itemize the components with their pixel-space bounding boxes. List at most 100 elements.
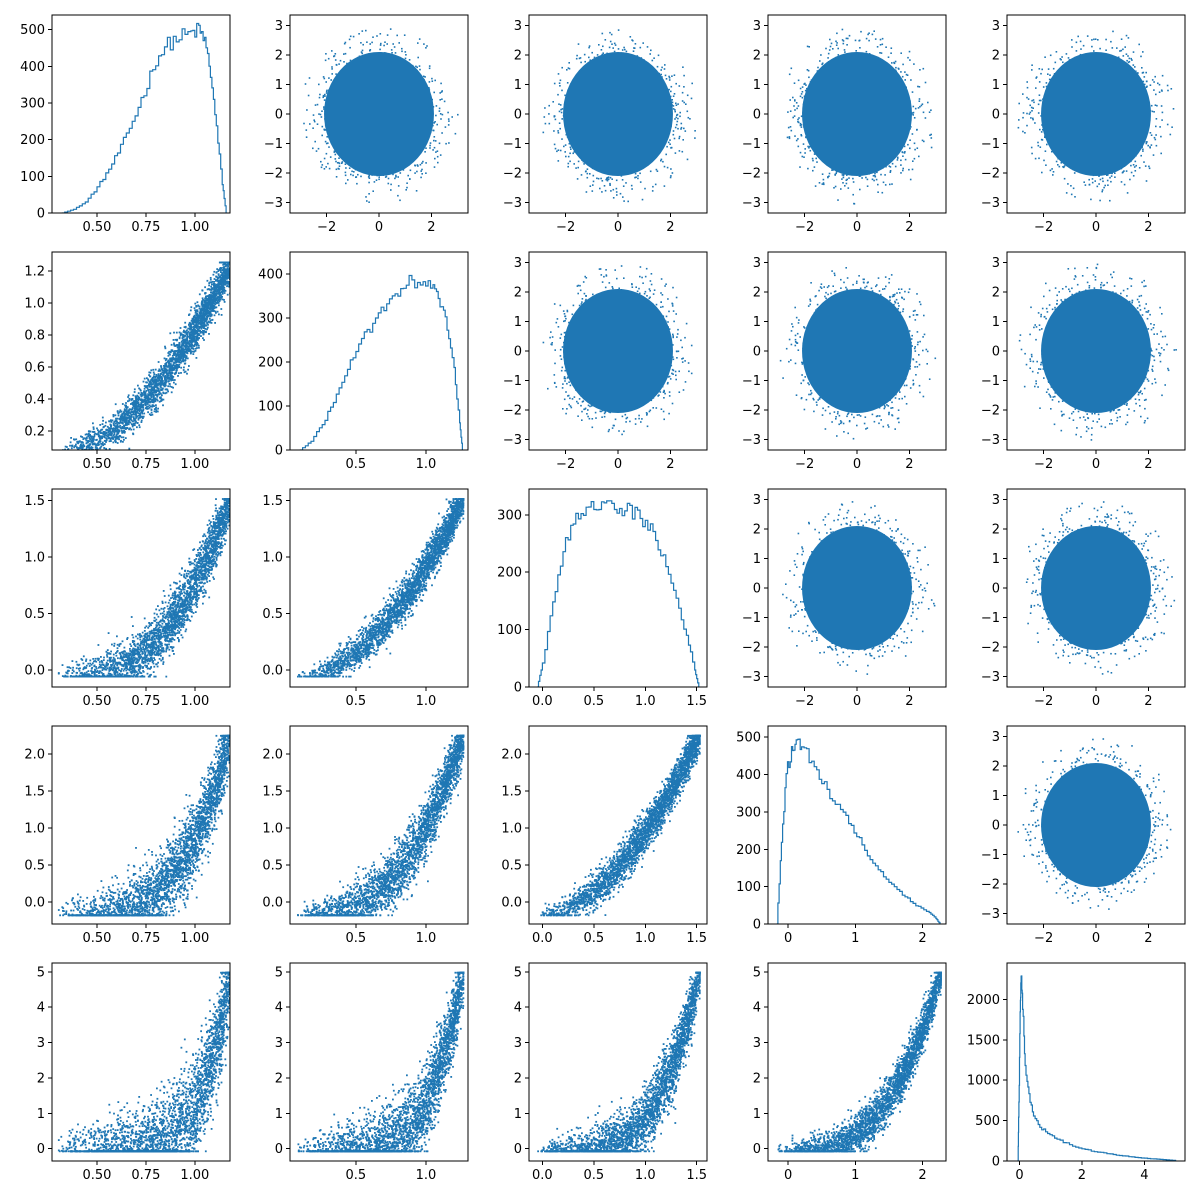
y-tick-label: −3: [742, 670, 761, 685]
axes-frame-1-0: [51, 251, 231, 451]
x-tick-label: 1.5: [686, 694, 707, 709]
y-tick-label: 400: [20, 60, 45, 75]
x-tick-label: 2: [666, 220, 674, 235]
y-tick-label: 1.5: [262, 494, 283, 509]
x-tick-label: 1.0: [416, 931, 437, 946]
y-tick-label: 3: [37, 1036, 45, 1051]
x-tick-label: 0: [853, 220, 861, 235]
histogram-line-2: [537, 500, 700, 687]
y-tick-label: 400: [736, 768, 761, 783]
y-tick-label: −2: [742, 167, 761, 182]
y-tick-label: 1500: [967, 1033, 1000, 1048]
panel-1-1: 0.5 1.0 0 100 200 300 400: [258, 251, 469, 472]
x-tick-label: −2: [556, 457, 575, 472]
y-tick-label: 0: [753, 918, 761, 933]
y-tick-label: −1: [264, 137, 283, 152]
x-tick-label: 0: [614, 220, 622, 235]
y-tick-label: 1: [514, 315, 522, 330]
x-tick-label: 2: [918, 931, 926, 946]
y-tick-label: 5: [514, 965, 522, 980]
x-tick-label: 1.0: [635, 1168, 656, 1183]
x-tick-label: 0.5: [346, 457, 367, 472]
y-tick-label: −1: [981, 611, 1000, 626]
y-tick-label: 0: [37, 207, 45, 222]
histogram-line-0: [61, 22, 227, 213]
y-tick-label: 0.5: [24, 607, 45, 622]
y-tick-label: 2: [753, 1071, 761, 1086]
y-tick-label: 3: [514, 256, 522, 271]
y-tick-label: 1: [514, 1107, 522, 1122]
axes-frame-0-0: [51, 14, 231, 214]
y-tick-label: 0.5: [262, 858, 283, 873]
y-tick-label: −1: [503, 374, 522, 389]
y-tick-label: 4: [275, 1001, 283, 1016]
y-tick-label: 2: [514, 285, 522, 300]
y-tick-label: −3: [981, 907, 1000, 922]
y-tick-label: 500: [20, 23, 45, 38]
x-tick-label: 1.00: [180, 220, 209, 235]
x-tick-label: 1: [851, 1168, 859, 1183]
y-tick-label: 1.5: [501, 785, 522, 800]
y-tick-label: −3: [503, 433, 522, 448]
y-tick-label: 1.0: [24, 550, 45, 565]
x-tick-label: 2: [918, 1168, 926, 1183]
y-tick-label: −2: [503, 167, 522, 182]
y-tick-label: 0.0: [262, 895, 283, 910]
x-tick-label: 0.50: [83, 457, 112, 472]
panel-4-1: 0.5 1.0 0 1 2 3 4 5: [275, 962, 469, 1183]
x-tick-label: −2: [1034, 931, 1053, 946]
x-tick-label: 0.50: [83, 220, 112, 235]
x-tick-label: 0: [1015, 1168, 1023, 1183]
x-tick-label: 0: [1092, 694, 1100, 709]
x-tick-label: 1.0: [635, 931, 656, 946]
correlated-scatter-points-4-1: [297, 971, 465, 1153]
panel-1-0: 0.50 0.75 1.00 0.2 0.4 0.6 0.8 1.0 1.2: [24, 251, 231, 472]
y-tick-label: 2: [275, 1071, 283, 1086]
panel-3-1: 0.5 1.0 0.0 0.5 1.0 1.5 2.0: [262, 725, 469, 946]
y-tick-label: 300: [736, 805, 761, 820]
y-tick-label: 200: [497, 566, 522, 581]
x-tick-label: 0: [1092, 220, 1100, 235]
axes-frame-3-1: [289, 725, 469, 925]
y-tick-label: 0.4: [24, 392, 45, 407]
y-tick-label: 3: [992, 730, 1000, 745]
x-tick-label: 0.0: [532, 694, 553, 709]
y-tick-label: 0.0: [262, 664, 283, 679]
y-tick-label: 0.0: [24, 895, 45, 910]
y-tick-label: 300: [20, 97, 45, 112]
y-tick-label: 0: [753, 582, 761, 597]
panel-0-4: −2 0 2 −3 −2 −1 0 1 2 3: [981, 14, 1186, 235]
y-tick-label: 2.0: [501, 748, 522, 763]
y-tick-label: 1: [753, 315, 761, 330]
y-tick-label: 3: [514, 1036, 522, 1051]
correlated-scatter-points-3-1: [297, 734, 465, 917]
correlated-scatter-points-3-0: [57, 734, 230, 917]
x-tick-label: 0.5: [583, 694, 604, 709]
panel-2-0: 0.50 0.75 1.00 0.0 0.5 1.0 1.5: [24, 488, 231, 709]
normal-scatter-core-2-3: [802, 525, 912, 651]
x-tick-label: 2: [905, 220, 913, 235]
x-tick-label: 0.0: [532, 931, 553, 946]
y-tick-label: 1: [992, 78, 1000, 93]
x-tick-label: 1.0: [416, 694, 437, 709]
x-tick-label: 1.00: [180, 694, 209, 709]
y-tick-label: 2000: [967, 993, 1000, 1008]
x-tick-label: 4: [1140, 1168, 1148, 1183]
y-tick-label: 0: [275, 444, 283, 459]
x-tick-label: 1.0: [416, 1168, 437, 1183]
y-tick-label: −1: [503, 137, 522, 152]
y-tick-label: 0.5: [501, 858, 522, 873]
y-tick-label: 0: [275, 108, 283, 123]
x-tick-label: 0.5: [346, 694, 367, 709]
y-tick-label: 3: [753, 493, 761, 508]
normal-scatter-core-0-3: [802, 51, 912, 177]
y-tick-label: 300: [258, 312, 283, 327]
x-tick-label: 0: [375, 220, 383, 235]
y-tick-label: 400: [258, 268, 283, 283]
x-tick-label: 1.00: [180, 457, 209, 472]
histogram-line-4: [1017, 975, 1177, 1161]
x-tick-label: 0: [614, 457, 622, 472]
axes-frame-4-1: [289, 962, 469, 1162]
x-tick-label: 0.5: [346, 931, 367, 946]
